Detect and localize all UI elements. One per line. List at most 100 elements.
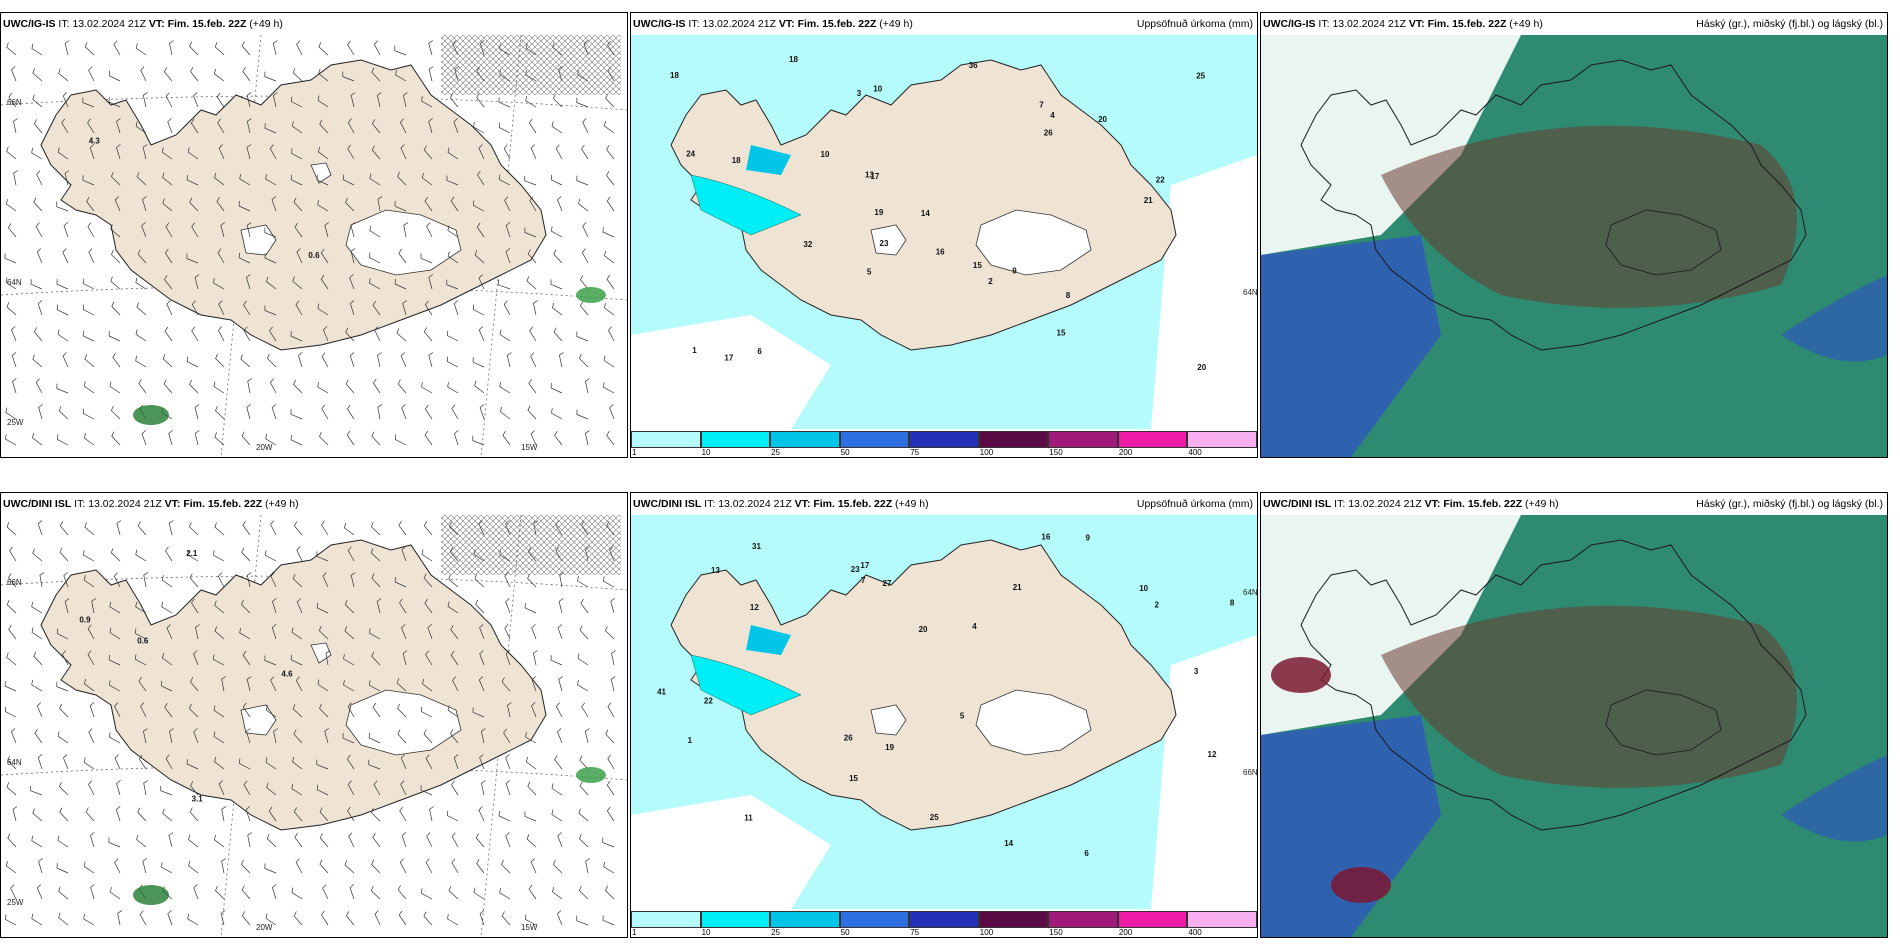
legend-label: 25 [771,928,780,937]
value-label: 10 [873,84,882,93]
value-label: 8 [1066,291,1071,300]
panel-header: UWC/IG-IS IT: 13.02.2024 21Z VT: Fim. 15… [1,13,627,35]
value-label: 9 [1086,534,1091,543]
value-label: 16 [936,248,945,257]
it-label: IT: [1318,18,1330,30]
value-label: 25 [930,813,939,822]
value-label: 32 [803,240,812,249]
panel-subtitle: Háský (gr.), miðský (fj.bl.) og lágský (… [1696,498,1883,510]
it-value: 13.02.2024 21Z [1332,18,1406,30]
legend-label: 200 [1118,928,1133,937]
legend-label: 150 [1049,448,1063,457]
value-label: 19 [885,743,894,752]
it-label: IT: [74,498,86,510]
grid-label: 64N [7,278,22,287]
panel-header: UWC/IG-IS IT: 13.02.2024 21Z VT: Fim. 15… [631,13,1257,35]
legend-swatch [1187,431,1257,448]
grid-label: 66N [1243,768,1257,777]
grid-label: 64N [1243,588,1257,597]
grid-label: 15W [521,443,538,452]
model-name: UWC/DINI ISL [1263,498,1332,510]
legend-swatch [839,911,910,928]
legend-label: 25 [771,448,780,457]
it-label: IT: [1334,498,1346,510]
legend-swatch [770,911,840,928]
vt-label: VT: [1424,498,1441,510]
map-panel: UWC/IG-IS IT: 13.02.2024 21Z VT: Fim. 15… [0,12,628,458]
legend-label: 10 [701,928,711,937]
map-panel: UWC/IG-IS IT: 13.02.2024 21Z VT: Fim. 15… [1260,12,1888,458]
lead-time: (+49 h) [1525,498,1559,510]
legend-swatch [700,911,771,928]
value-label: 0.6 [137,637,149,646]
value-label: 18 [789,55,798,64]
legend-label: 10 [701,448,711,457]
vt-value: Fim. 15.feb. 22Z [167,18,247,30]
map-panel: UWC/IG-IS IT: 13.02.2024 21Z VT: Fim. 15… [630,12,1258,458]
value-label: 10 [821,150,830,159]
value-label: 3 [1194,667,1199,676]
grid-label: 25W [7,418,24,427]
value-label: 31 [752,542,761,551]
legend-label: 50 [840,448,850,457]
vt-value: Fim. 15.feb. 22Z [183,498,263,510]
value-label: 13 [865,171,874,180]
vt-value: Fim. 15.feb. 22Z [1427,18,1507,30]
grid-label: 66N [7,578,22,587]
value-label: 5 [960,712,965,721]
value-label: 21 [1144,196,1153,205]
map-canvas: 1312101722231416273141261920252115121189… [631,515,1257,909]
value-label: 6 [1084,849,1089,858]
map-panel: UWC/DINI ISL IT: 13.02.2024 21Z VT: Fim.… [1260,492,1888,938]
panel-header: UWC/IG-IS IT: 13.02.2024 21Z VT: Fim. 15… [1261,13,1887,35]
vt-value: Fim. 15.feb. 22Z [1443,498,1523,510]
panel-subtitle: Uppsöfnuð úrkoma (mm) [1136,18,1253,30]
precip-legend: 1 10 25 50 75 100 150 200 400 [631,909,1257,937]
value-label: 23 [851,565,860,574]
legend-swatch [978,911,1049,928]
vt-label: VT: [794,498,811,510]
lead-time: (+49 h) [879,18,913,30]
legend-label: 50 [840,928,850,937]
legend-label: 100 [979,448,994,457]
value-label: 4 [972,622,977,631]
lead-time: (+49 h) [1509,18,1543,30]
legend-swatch [770,431,840,448]
it-value: 13.02.2024 21Z [702,18,776,30]
value-label: 20 [1098,115,1107,124]
value-label: 14 [1004,839,1013,848]
legend-swatch [839,431,910,448]
value-label: 27 [883,579,892,588]
panel-header: UWC/DINI ISL IT: 13.02.2024 21Z VT: Fim.… [1,493,627,515]
lead-time: (+49 h) [265,498,299,510]
vt-value: Fim. 15.feb. 22Z [813,498,893,510]
model-name: UWC/IG-IS [1263,18,1316,30]
grid-label: 66N [7,98,22,107]
value-label: 24 [686,150,695,159]
value-label: 6 [757,347,762,356]
value-label: 19 [874,208,883,217]
value-label: 7 [861,576,866,585]
vt-label: VT: [778,18,795,30]
value-label: 18 [670,71,679,80]
value-label: 4.6 [281,670,293,679]
it-value: 13.02.2024 21Z [88,498,162,510]
legend-label: 200 [1118,448,1133,457]
it-value: 13.02.2024 21Z [72,18,146,30]
it-value: 13.02.2024 21Z [1348,498,1422,510]
value-label: 17 [870,172,879,181]
legend-swatch [909,911,979,928]
value-label: 20 [1197,363,1206,372]
grid-label: 20W [256,923,273,932]
legend-label: 400 [1188,928,1202,937]
map-canvas [1261,515,1887,937]
value-label: 20 [919,625,928,634]
value-label: 21 [1013,583,1022,592]
value-label: 0.9 [79,615,91,624]
legend-swatch [1117,431,1188,448]
value-label: 41 [657,688,666,697]
legend-swatch [631,431,701,448]
it-label: IT: [58,18,70,30]
value-label: 0.6 [308,251,320,260]
legend-swatch [631,911,701,928]
